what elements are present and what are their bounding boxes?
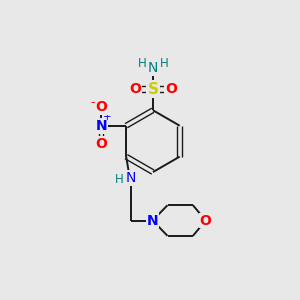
Text: N: N [125,171,136,185]
Text: O: O [95,100,107,115]
Text: N: N [147,214,158,227]
Text: N: N [148,61,158,75]
Text: S: S [147,82,158,97]
Text: +: + [103,112,112,122]
Text: O: O [165,82,177,96]
Text: O: O [129,82,141,96]
Text: H: H [114,173,123,186]
Text: N: N [95,119,107,133]
Text: H: H [137,57,146,70]
Text: O: O [200,214,212,227]
Text: O: O [95,137,107,151]
Text: H: H [160,57,169,70]
Text: -: - [91,96,95,109]
